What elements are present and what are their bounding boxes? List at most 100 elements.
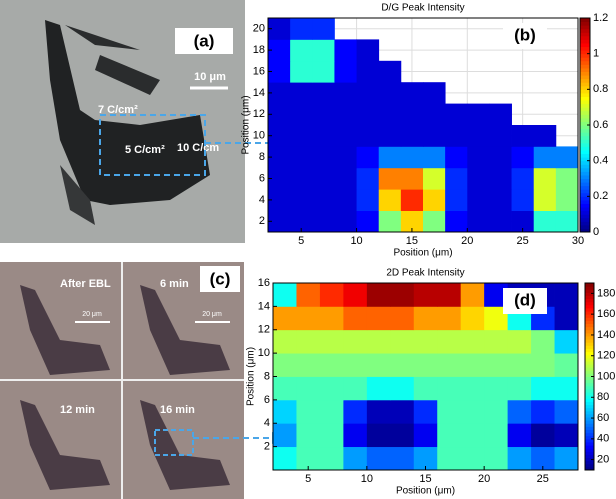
heat-cell [334,125,357,147]
colorbar-label: 0.2 [593,190,608,202]
colorbar-stripe [585,395,594,399]
heat-cell [484,399,509,424]
colorbar-stripe [580,125,590,130]
colorbar-stripe [585,286,594,290]
heat-cell [378,60,402,83]
heat-cell [268,82,291,104]
heat-cell [400,210,424,233]
y-tick-label: 4 [259,194,265,206]
heat-cell [378,189,402,211]
heat-cell [290,82,313,104]
x-tick-label: 15 [406,235,418,247]
colorbar-stripe [585,432,594,437]
colorbar-stripe [585,342,594,346]
colorbar-stripe [580,142,590,147]
heat-cell [413,306,438,331]
flake [140,285,230,375]
frame-label: 16 min [160,404,195,416]
heat-cell [296,399,321,424]
colorbar-stripe [580,207,590,212]
heat-cell [554,283,579,307]
heat-cell [555,210,579,233]
colorbar-stripe [585,370,594,374]
frame-label: After EBL [60,278,111,290]
heat-cell [290,189,313,211]
colorbar-stripe [585,404,594,409]
flake [65,25,140,50]
colorbar-stripe [585,295,594,300]
heat-cell [445,189,468,211]
heat-cell [356,210,380,233]
y-axis-label: Position (μm) [246,347,257,406]
colorbar-stripe [585,329,594,334]
colorbar-stripe [585,283,594,287]
heat-cell [319,376,344,401]
heat-cell [484,446,509,471]
heat-cell [290,18,313,40]
colorbar-stripe [585,457,594,462]
heat-cell [290,60,313,83]
chart-title: 2D Peak Intensity [386,268,464,279]
heat-cell [268,39,291,62]
colorbar-stripe [585,311,594,315]
heat-cell [511,189,535,211]
heat-cell [268,125,291,147]
heat-cell [334,189,357,211]
heat-cell [378,82,402,104]
heat-cell [467,125,490,147]
flake [20,285,110,375]
heat-cell [390,376,415,401]
colorbar-stripe [580,114,590,119]
heat-cell [312,60,335,83]
colorbar-stripe [585,463,594,468]
heat-cell [437,446,462,471]
heat-cell [437,376,462,401]
colorbar-stripe [585,320,594,325]
heat-cell [273,353,297,377]
heat-cell [413,329,438,354]
y-axis-label: Position (μm) [241,95,252,154]
heat-cell [400,146,424,169]
colorbar-stripe [580,46,590,51]
colorbar-label: 0.8 [593,83,608,95]
heat-cell [366,446,391,471]
heat-cell [356,189,380,211]
x-tick-label: 10 [350,235,362,247]
panel-c: (c) After EBL 6 min 12 min 16 min 20 μm … [0,262,284,499]
heat-cell [334,210,357,233]
x-tick-label: 25 [537,473,549,485]
y-tick-label: 18 [253,44,265,56]
heat-cell [511,146,535,169]
colorbar-stripe [580,132,590,137]
label-box [175,28,233,54]
heat-cell [273,306,297,331]
colorbar-stripe [580,160,590,165]
colorbar-stripe [580,67,590,72]
heat-cell [460,353,485,377]
heat-cell [423,146,446,169]
colorbar-stripe [580,85,590,90]
colorbar-label: 60 [597,412,609,424]
colorbar-stripe [580,100,590,105]
colorbar-label: 80 [597,391,609,403]
colorbar-stripe [585,314,594,318]
heat-cell [343,399,368,424]
heat-cell [312,146,335,169]
heat-cell [555,146,579,169]
colorbar-stripe [580,92,590,97]
heat-cell [268,60,291,83]
heat-cell [378,210,402,233]
heat-cell [319,353,344,377]
colorbar-stripe [585,332,594,337]
heat-cell [356,146,380,169]
heat-cell [531,423,555,448]
colorbar-stripe [585,326,594,331]
heat-cell [507,353,532,377]
y-tick-label: 2 [264,441,270,453]
dose-label: 5 C/cm² [125,144,165,156]
y-tick-label: 4 [264,417,270,429]
colorbar-stripe [580,39,590,44]
heat-cell [312,125,335,147]
